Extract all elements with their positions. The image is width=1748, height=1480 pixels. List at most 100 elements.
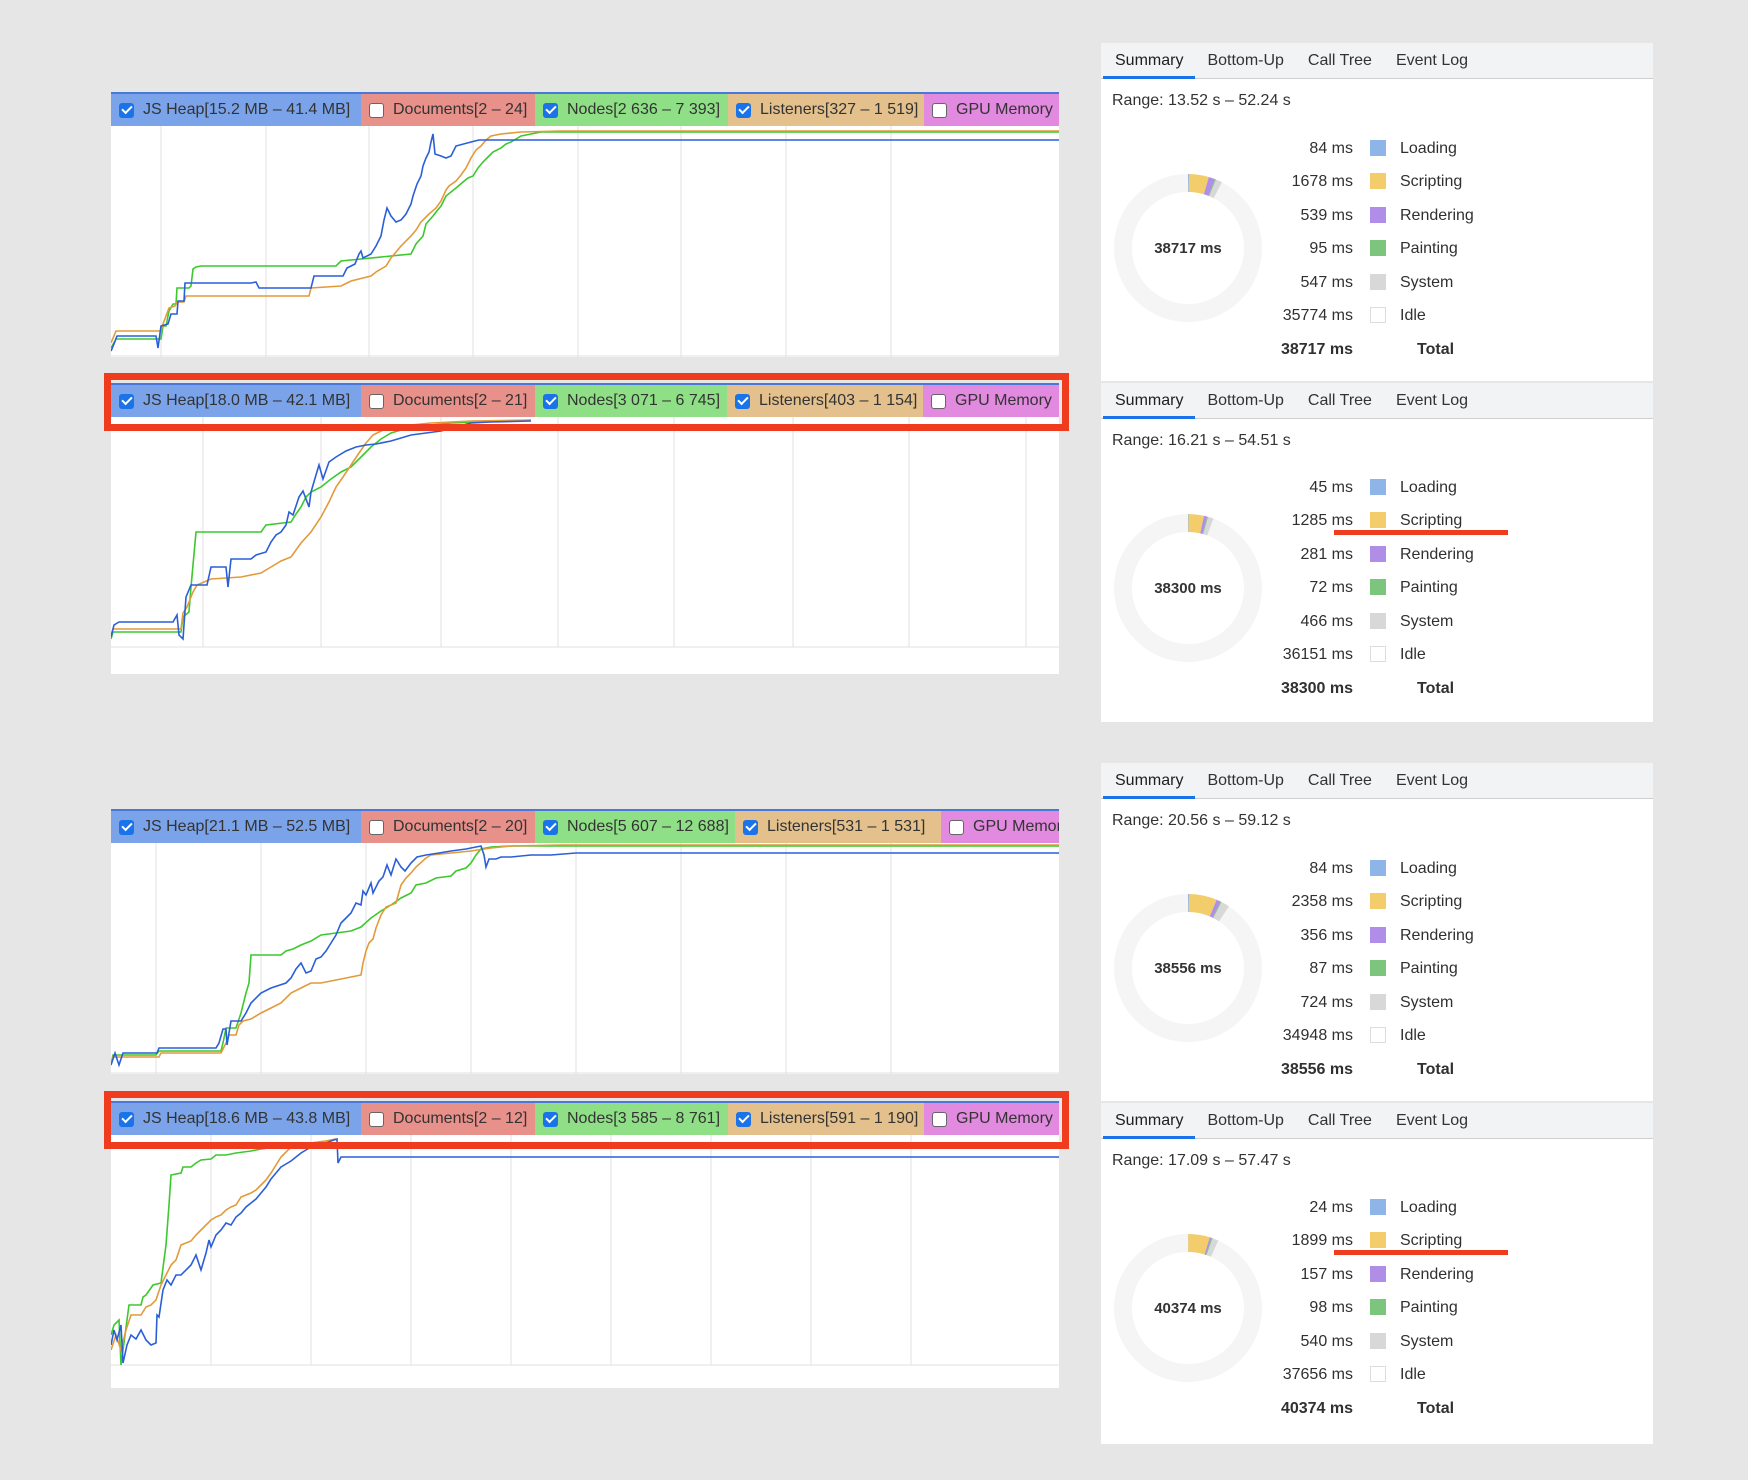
loading-swatch-icon (1370, 140, 1386, 156)
checkbox-unchecked-icon[interactable] (369, 102, 384, 118)
memory-panel-3: JS Heap[21.1 MB – 52.5 MB] Documents[2 –… (111, 809, 1059, 1074)
scripting-swatch-icon (1370, 893, 1386, 909)
legend-value: 40374 ms (1280, 1400, 1353, 1417)
checkbox-unchecked-icon[interactable] (931, 393, 946, 409)
checkbox-unchecked-icon[interactable] (369, 819, 384, 835)
gpu-memory-counter[interactable]: GPU Memory (941, 811, 1059, 843)
counter-label: Listeners[591 – 1 190] (760, 1110, 919, 1127)
counter-label: Nodes[2 636 – 7 393] (567, 101, 721, 118)
tab-summary[interactable]: Summary (1103, 1112, 1196, 1139)
legend-label: Painting (1400, 960, 1458, 977)
range-label: Range: 13.52 s – 52.24 s (1112, 92, 1291, 109)
documents-counter[interactable]: Documents[2 – 21] (361, 385, 535, 417)
tab-summary[interactable]: Summary (1103, 392, 1196, 419)
nodes-counter[interactable]: Nodes[3 585 – 8 761] (535, 1103, 728, 1135)
counter-label: Documents[2 – 21] (393, 392, 528, 409)
legend-row-painting: 72 ms Painting (1281, 577, 1541, 599)
checkbox-checked-icon[interactable] (543, 102, 558, 118)
tab-bottom-up[interactable]: Bottom-Up (1207, 772, 1284, 789)
tab-summary[interactable]: Summary (1103, 52, 1196, 79)
documents-counter[interactable]: Documents[2 – 20] (361, 811, 535, 843)
counter-bar: JS Heap[18.0 MB – 42.1 MB] Documents[2 –… (111, 383, 1059, 417)
checkbox-checked-icon[interactable] (119, 393, 134, 409)
counter-label: Listeners[531 – 1 531] (767, 818, 926, 835)
idle-swatch-icon (1370, 646, 1386, 662)
gpu-memory-counter[interactable]: GPU Memory (924, 1103, 1059, 1135)
nodes-counter[interactable]: Nodes[3 071 – 6 745] (535, 385, 727, 417)
counter-label: Documents[2 – 20] (393, 818, 528, 835)
documents-counter[interactable]: Documents[2 – 24] (361, 94, 535, 126)
tab-event-log[interactable]: Event Log (1395, 52, 1469, 69)
nodes-counter[interactable]: Nodes[2 636 – 7 393] (535, 94, 728, 126)
donut-slice-system (1206, 1238, 1219, 1257)
checkbox-unchecked-icon[interactable] (932, 102, 947, 118)
legend-row-painting: 98 ms Painting (1281, 1297, 1541, 1319)
checkbox-checked-icon[interactable] (119, 102, 134, 118)
checkbox-unchecked-icon[interactable] (369, 393, 384, 409)
tab-bottom-up[interactable]: Bottom-Up (1207, 392, 1284, 409)
summary-panel-2: Summary Bottom-Up Call Tree Event Log Ra… (1101, 383, 1653, 722)
js-heap-counter[interactable]: JS Heap[18.0 MB – 42.1 MB] (111, 385, 361, 417)
js-heap-counter[interactable]: JS Heap[21.1 MB – 52.5 MB] (111, 811, 361, 843)
memory-panel-4: JS Heap[18.6 MB – 43.8 MB] Documents[2 –… (111, 1101, 1059, 1388)
checkbox-checked-icon[interactable] (735, 393, 750, 409)
tab-call-tree[interactable]: Call Tree (1307, 1112, 1372, 1129)
js-heap-line (111, 1137, 1059, 1364)
legend-label: System (1400, 1333, 1454, 1350)
checkbox-checked-icon[interactable] (543, 819, 558, 835)
donut-svg (1114, 894, 1262, 1042)
checkbox-checked-icon[interactable] (119, 819, 134, 835)
donut-slice-rendering (1203, 177, 1215, 196)
legend-row-rendering: 157 ms Rendering (1281, 1264, 1541, 1286)
tab-call-tree[interactable]: Call Tree (1307, 52, 1372, 69)
checkbox-unchecked-icon[interactable] (369, 1111, 384, 1127)
nodes-line (111, 845, 1059, 1066)
tab-event-log[interactable]: Event Log (1395, 1112, 1469, 1129)
checkbox-unchecked-icon[interactable] (932, 1111, 947, 1127)
legend-value: 72 ms (1309, 579, 1353, 596)
legend-label: Total (1417, 341, 1455, 358)
listeners-counter[interactable]: Listeners[531 – 1 531] (735, 811, 941, 843)
legend-value: 34948 ms (1282, 1027, 1353, 1044)
listeners-counter[interactable]: Listeners[403 – 1 154] (727, 385, 923, 417)
checkbox-checked-icon[interactable] (743, 819, 758, 835)
legend-row-painting: 87 ms Painting (1281, 958, 1541, 980)
tab-bottom-up[interactable]: Bottom-Up (1207, 52, 1284, 69)
legend-label: Idle (1400, 1027, 1426, 1044)
legend-label: Scripting (1400, 512, 1463, 529)
memory-plot (111, 126, 1059, 357)
legend-value: 356 ms (1300, 927, 1353, 944)
range-label: Range: 17.09 s – 57.47 s (1112, 1152, 1291, 1169)
system-swatch-icon (1370, 1333, 1386, 1349)
tab-event-log[interactable]: Event Log (1395, 392, 1469, 409)
checkbox-checked-icon[interactable] (736, 102, 751, 118)
idle-swatch-icon (1370, 1366, 1386, 1382)
nodes-counter[interactable]: Nodes[5 607 – 12 688] (535, 811, 735, 843)
js-heap-counter[interactable]: JS Heap[18.6 MB – 43.8 MB] (111, 1103, 361, 1135)
listeners-counter[interactable]: Listeners[327 – 1 519] (728, 94, 924, 126)
legend-value: 45 ms (1309, 479, 1353, 496)
tab-call-tree[interactable]: Call Tree (1307, 392, 1372, 409)
legend-row-scripting: 1899 ms Scripting (1281, 1230, 1541, 1252)
summary-donut-chart: 38556 ms (1113, 893, 1263, 1043)
checkbox-checked-icon[interactable] (119, 1111, 134, 1127)
donut-slice-painting (1212, 901, 1222, 919)
tab-call-tree[interactable]: Call Tree (1307, 772, 1372, 789)
checkbox-checked-icon[interactable] (543, 1111, 558, 1127)
tab-summary[interactable]: Summary (1103, 772, 1196, 799)
memory-plot (111, 417, 1059, 648)
js-heap-counter[interactable]: JS Heap[15.2 MB – 41.4 MB] (111, 94, 361, 126)
checkbox-checked-icon[interactable] (736, 1111, 751, 1127)
counter-label: GPU Memory (956, 101, 1053, 118)
tab-event-log[interactable]: Event Log (1395, 772, 1469, 789)
rendering-swatch-icon (1370, 927, 1386, 943)
checkbox-checked-icon[interactable] (543, 393, 558, 409)
listeners-counter[interactable]: Listeners[591 – 1 190] (728, 1103, 924, 1135)
documents-counter[interactable]: Documents[2 – 12] (361, 1103, 535, 1135)
legend-label: Scripting (1400, 173, 1463, 190)
tab-bottom-up[interactable]: Bottom-Up (1207, 1112, 1284, 1129)
gpu-memory-counter[interactable]: GPU Memory (923, 385, 1059, 417)
gpu-memory-counter[interactable]: GPU Memory (924, 94, 1059, 126)
checkbox-unchecked-icon[interactable] (949, 819, 964, 835)
legend-row-total: 38717 ms Total (1281, 339, 1541, 361)
